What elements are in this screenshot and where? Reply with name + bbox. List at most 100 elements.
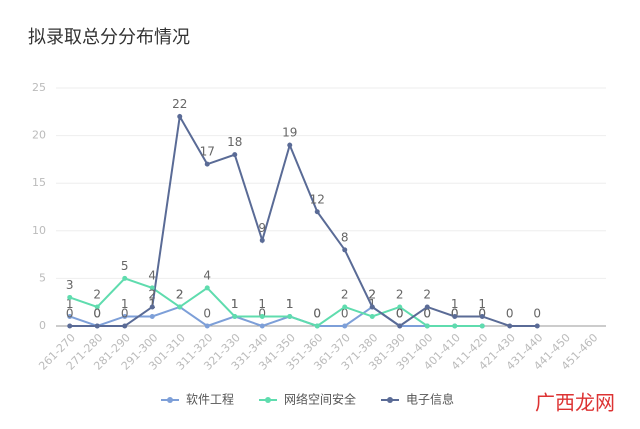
point bbox=[232, 152, 238, 158]
legend-swatch bbox=[167, 397, 173, 403]
point bbox=[94, 304, 100, 310]
point bbox=[259, 323, 265, 329]
value-label: 19 bbox=[282, 126, 297, 140]
point bbox=[149, 285, 155, 291]
value-label: 0 bbox=[451, 307, 459, 321]
point bbox=[314, 323, 320, 329]
point bbox=[342, 247, 348, 253]
point bbox=[424, 304, 430, 310]
value-label: 0 bbox=[506, 307, 514, 321]
value-label: 1 bbox=[231, 297, 239, 311]
value-label: 1 bbox=[231, 297, 239, 311]
value-label: 0 bbox=[121, 307, 129, 321]
y-tick-label: 15 bbox=[32, 176, 46, 189]
value-label: 2 bbox=[176, 287, 184, 301]
legend-label: 网络空间安全 bbox=[284, 392, 356, 407]
value-label: 5 bbox=[121, 259, 129, 273]
value-label: 2 bbox=[176, 287, 184, 301]
value-label: 0 bbox=[451, 307, 459, 321]
value-label: 2 bbox=[423, 287, 431, 301]
value-label: 1 bbox=[286, 297, 294, 311]
point bbox=[67, 294, 73, 300]
point bbox=[534, 323, 540, 329]
value-label: 1 bbox=[368, 297, 376, 311]
value-label: 0 bbox=[93, 307, 101, 321]
point bbox=[204, 323, 210, 329]
legend-label: 软件工程 bbox=[186, 392, 234, 407]
value-label: 0 bbox=[313, 307, 321, 321]
point bbox=[122, 323, 128, 329]
point bbox=[259, 237, 265, 243]
value-label: 0 bbox=[341, 307, 349, 321]
point bbox=[287, 313, 293, 319]
value-label: 1 bbox=[478, 297, 486, 311]
value-label: 4 bbox=[203, 268, 211, 282]
value-label: 1 bbox=[451, 297, 459, 311]
watermark: 广西龙网 bbox=[535, 391, 615, 415]
value-label: 9 bbox=[258, 221, 266, 235]
point bbox=[369, 313, 375, 319]
series-line bbox=[69, 277, 483, 328]
value-label: 0 bbox=[258, 307, 266, 321]
value-label: 2 bbox=[396, 287, 404, 301]
value-label: 12 bbox=[310, 192, 325, 206]
y-tick-label: 0 bbox=[39, 319, 46, 332]
point bbox=[507, 323, 513, 329]
value-label: 2 bbox=[148, 287, 156, 301]
value-label: 1 bbox=[121, 297, 129, 311]
y-tick-label: 5 bbox=[39, 271, 46, 284]
value-label: 1 bbox=[286, 297, 294, 311]
value-label: 0 bbox=[93, 307, 101, 321]
value-label: 0 bbox=[478, 307, 486, 321]
point bbox=[259, 313, 265, 319]
value-label: 0 bbox=[423, 307, 431, 321]
value-label: 2 bbox=[368, 287, 376, 301]
value-label: 3 bbox=[66, 278, 74, 292]
series-line bbox=[69, 113, 538, 328]
value-label: 0 bbox=[396, 307, 404, 321]
chart-title: 拟录取总分分布情况 bbox=[28, 27, 190, 48]
point bbox=[424, 323, 430, 329]
point bbox=[67, 323, 73, 329]
value-label: 8 bbox=[341, 230, 349, 244]
point bbox=[177, 304, 183, 310]
point bbox=[397, 304, 403, 310]
value-label: 4 bbox=[148, 268, 156, 282]
value-label: 1 bbox=[66, 297, 74, 311]
point bbox=[452, 323, 458, 329]
value-label: 2 bbox=[368, 287, 376, 301]
legend-swatch bbox=[265, 397, 271, 403]
point bbox=[177, 114, 183, 120]
point bbox=[342, 304, 348, 310]
point bbox=[122, 275, 128, 281]
value-label: 0 bbox=[313, 307, 321, 321]
point bbox=[369, 304, 375, 310]
value-label: 0 bbox=[533, 307, 541, 321]
value-label: 0 bbox=[478, 307, 486, 321]
point bbox=[452, 313, 458, 319]
point bbox=[479, 323, 485, 329]
value-label: 2 bbox=[93, 287, 101, 301]
point bbox=[342, 323, 348, 329]
point bbox=[149, 313, 155, 319]
y-tick-label: 20 bbox=[32, 129, 46, 142]
point bbox=[94, 323, 100, 329]
value-label: 0 bbox=[203, 307, 211, 321]
legend-label: 电子信息 bbox=[406, 392, 454, 407]
point bbox=[67, 313, 73, 319]
point bbox=[287, 142, 293, 148]
value-label: 0 bbox=[423, 307, 431, 321]
point bbox=[204, 285, 210, 291]
value-label: 1 bbox=[148, 297, 156, 311]
point bbox=[479, 313, 485, 319]
point bbox=[149, 304, 155, 310]
value-label: 22 bbox=[172, 97, 187, 111]
value-label: 18 bbox=[227, 135, 242, 149]
value-label: 17 bbox=[200, 145, 215, 159]
value-label: 0 bbox=[396, 307, 404, 321]
point bbox=[232, 313, 238, 319]
legend-swatch bbox=[387, 397, 393, 403]
value-label: 0 bbox=[66, 307, 74, 321]
point bbox=[122, 313, 128, 319]
